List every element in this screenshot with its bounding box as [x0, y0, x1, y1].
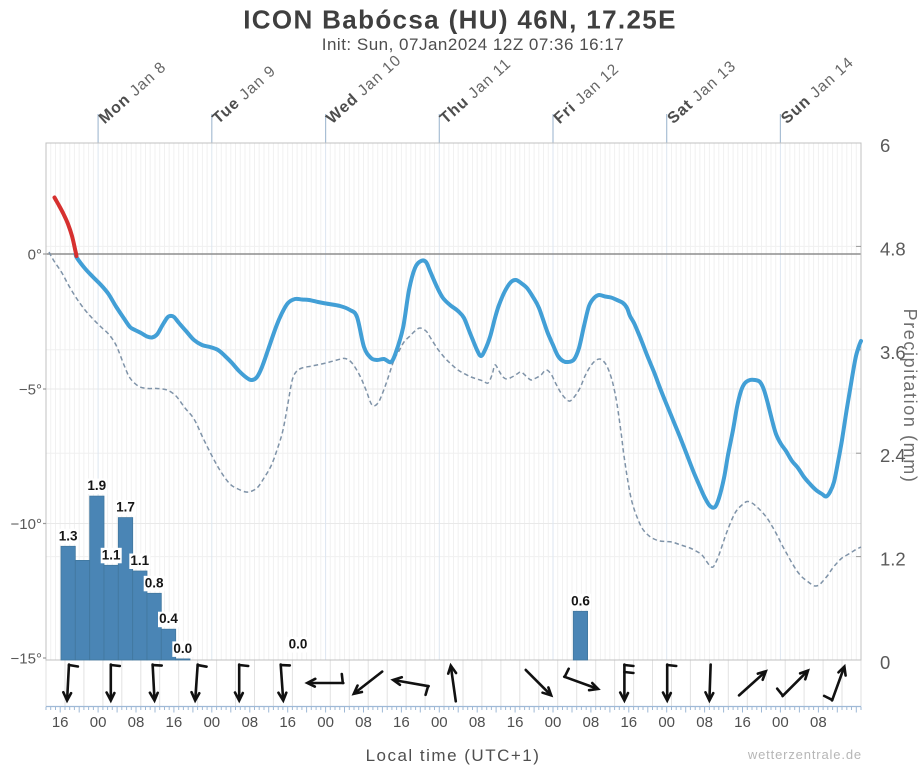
svg-text:16: 16 — [52, 714, 69, 731]
svg-text:Init: Sun, 07Jan2024 12Z 07:36: Init: Sun, 07Jan2024 12Z 07:36 16:17 — [322, 35, 625, 54]
svg-text:00: 00 — [203, 714, 220, 731]
svg-text:00: 00 — [317, 714, 334, 731]
svg-text:1.1: 1.1 — [130, 553, 149, 568]
svg-text:00: 00 — [772, 714, 789, 731]
svg-text:−15°: −15° — [11, 650, 42, 667]
svg-text:0: 0 — [880, 652, 890, 673]
svg-text:−10°: −10° — [11, 516, 42, 533]
svg-text:16: 16 — [507, 714, 524, 731]
svg-text:00: 00 — [545, 714, 562, 731]
svg-text:08: 08 — [583, 714, 600, 731]
svg-text:08: 08 — [696, 714, 713, 731]
svg-text:00: 00 — [90, 714, 107, 731]
svg-text:08: 08 — [241, 714, 258, 731]
svg-text:00: 00 — [658, 714, 675, 731]
svg-text:0°: 0° — [28, 246, 42, 263]
svg-text:0.6: 0.6 — [571, 593, 590, 608]
svg-text:6: 6 — [880, 135, 890, 156]
svg-text:16: 16 — [279, 714, 296, 731]
svg-text:08: 08 — [355, 714, 372, 731]
svg-text:08: 08 — [469, 714, 486, 731]
svg-text:1.1: 1.1 — [102, 547, 121, 562]
svg-text:Local time (UTC+1): Local time (UTC+1) — [366, 746, 541, 765]
svg-text:1.7: 1.7 — [116, 500, 135, 515]
svg-text:1.2: 1.2 — [880, 549, 906, 570]
svg-text:0.0: 0.0 — [289, 637, 308, 652]
svg-text:16: 16 — [393, 714, 410, 731]
svg-text:3.6: 3.6 — [880, 342, 906, 363]
svg-text:2.4: 2.4 — [880, 445, 906, 466]
svg-text:08: 08 — [128, 714, 145, 731]
svg-text:−5°: −5° — [19, 381, 42, 398]
svg-text:08: 08 — [810, 714, 827, 731]
svg-text:16: 16 — [166, 714, 183, 731]
svg-text:0.8: 0.8 — [145, 575, 164, 590]
svg-text:16: 16 — [734, 714, 751, 731]
svg-text:0.0: 0.0 — [173, 641, 192, 656]
svg-text:wetterzentrale.de: wetterzentrale.de — [747, 747, 862, 762]
svg-text:1.9: 1.9 — [87, 478, 106, 493]
svg-text:00: 00 — [431, 714, 448, 731]
svg-text:4.8: 4.8 — [880, 238, 906, 259]
svg-text:Precipitation (mm): Precipitation (mm) — [900, 309, 920, 484]
svg-text:ICON Babócsa (HU) 46N, 17.25E: ICON Babócsa (HU) 46N, 17.25E — [243, 5, 677, 35]
svg-text:1.3: 1.3 — [59, 528, 78, 543]
svg-text:16: 16 — [620, 714, 637, 731]
svg-text:0.4: 0.4 — [159, 611, 178, 626]
